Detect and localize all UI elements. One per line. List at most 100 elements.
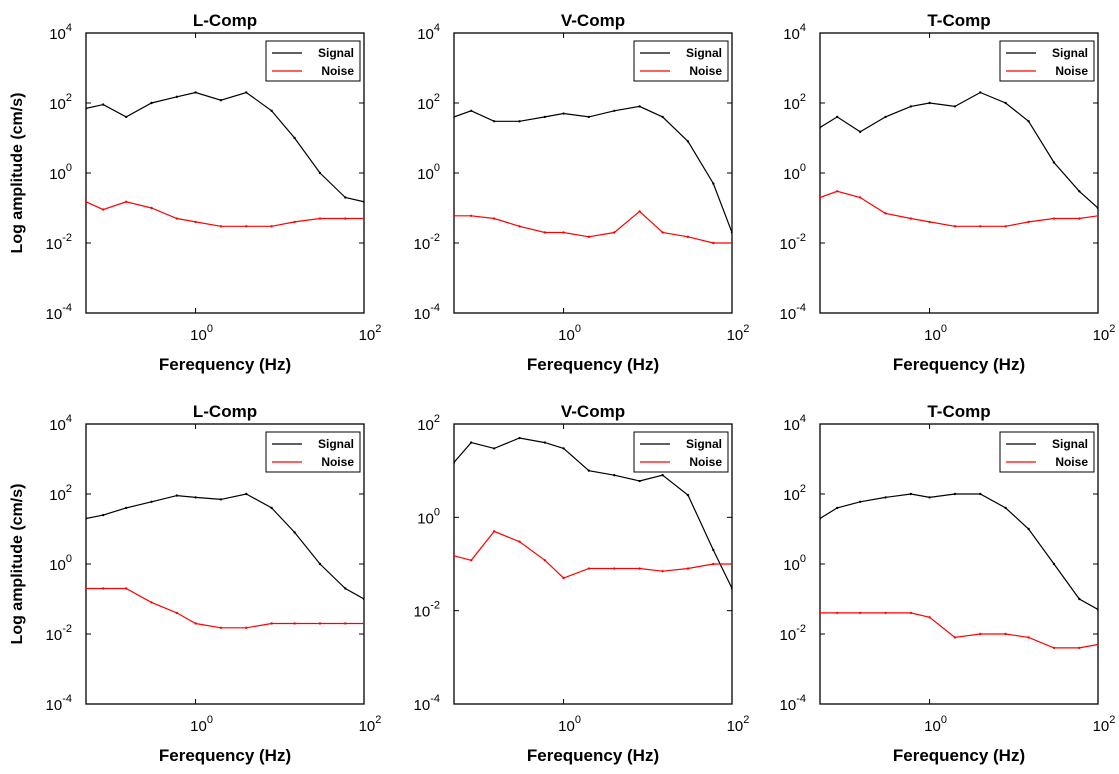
data-point [469, 441, 473, 444]
data-point [86, 587, 88, 590]
data-point [245, 225, 248, 228]
data-point [928, 101, 931, 105]
data-point [124, 587, 128, 590]
data-point [820, 126, 822, 129]
data-point [638, 105, 641, 108]
series-noise [454, 530, 732, 580]
tick-label: 100 [49, 553, 72, 574]
data-point [150, 500, 153, 503]
data-point [1096, 214, 1098, 217]
data-point [562, 231, 565, 234]
data-point [1004, 506, 1007, 510]
legend: Signal Noise [999, 40, 1095, 82]
legend-label: Noise [1055, 64, 1088, 78]
data-point [1027, 527, 1030, 531]
series-noise [86, 587, 364, 630]
data-point [909, 492, 913, 496]
data-point [1004, 632, 1007, 636]
data-point [1027, 636, 1030, 639]
series-signal [820, 492, 1098, 611]
data-point [362, 200, 364, 204]
data-point [1096, 608, 1098, 611]
data-point [492, 447, 496, 450]
data-point [858, 500, 862, 503]
data-point [1004, 225, 1007, 228]
data-point [1052, 646, 1056, 650]
tick-label: 104 [783, 413, 806, 434]
data-point [270, 506, 273, 510]
data-point [219, 498, 223, 501]
legend: Signal Noise [999, 431, 1095, 473]
legend: Signal Noise [633, 431, 729, 473]
tick-label: 104 [49, 413, 72, 434]
data-point [820, 517, 822, 520]
x-axis-label: Ferequency (Hz) [527, 746, 659, 765]
series-signal [86, 492, 364, 601]
data-point [245, 91, 248, 94]
data-point [712, 548, 715, 552]
legend-label: Signal [318, 46, 354, 60]
data-point [293, 531, 296, 534]
data-point [86, 200, 88, 204]
plot-title: V-Comp [561, 11, 625, 30]
data-point [492, 530, 496, 533]
x-axis-label: Ferequency (Hz) [893, 355, 1025, 374]
tick-label: 102 [1093, 323, 1116, 344]
data-point [101, 208, 105, 211]
data-point [638, 567, 641, 570]
tick-label: 102 [783, 92, 806, 113]
legend-box [265, 431, 361, 473]
tick-label: 10-2 [46, 232, 72, 253]
tick-label: 100 [783, 162, 806, 183]
tick-label: 100 [417, 506, 440, 527]
x-axis-label: Ferequency (Hz) [893, 746, 1025, 765]
data-point [124, 115, 128, 119]
data-point [835, 115, 839, 119]
tick-label: 100 [558, 323, 581, 344]
series-noise [820, 190, 1098, 228]
tick-label: 102 [1093, 714, 1116, 735]
data-point [686, 140, 690, 143]
tick-label: 102 [49, 483, 72, 504]
legend-label: Signal [1052, 437, 1088, 451]
data-point [293, 136, 296, 140]
legend-box [633, 431, 729, 473]
tick-label: 104 [417, 22, 440, 43]
data-point [219, 626, 223, 630]
data-point [1078, 190, 1081, 193]
tick-label: 100 [924, 323, 947, 344]
data-point [712, 562, 715, 566]
data-point [194, 496, 197, 499]
data-point [661, 231, 664, 234]
plot-title: T-Comp [927, 11, 990, 30]
data-point [979, 225, 982, 228]
data-point [661, 473, 664, 477]
tick-label: 102 [417, 413, 440, 434]
data-point [820, 196, 822, 199]
tick-label: 102 [417, 92, 440, 113]
data-point [175, 494, 179, 497]
legend-box [999, 40, 1095, 82]
data-point [1096, 643, 1098, 646]
data-point [344, 196, 347, 199]
tick-label: 10-2 [46, 623, 72, 644]
data-point [362, 217, 364, 220]
data-point [730, 231, 732, 234]
data-point [562, 447, 565, 450]
data-point [293, 220, 296, 224]
data-point [492, 217, 496, 220]
data-point [150, 101, 153, 105]
data-point [979, 632, 982, 636]
data-point [730, 562, 732, 566]
data-point [194, 622, 197, 625]
legend-label: Noise [689, 455, 722, 469]
data-point [86, 107, 88, 110]
legend: Signal Noise [265, 431, 361, 473]
tick-label: 102 [359, 323, 382, 344]
subplot-4: 10-4 10-2 100 102 104 100 102 L-Comp Ferequency … [9, 402, 381, 765]
legend-label: Signal [318, 437, 354, 451]
tick-label: 100 [783, 553, 806, 574]
tick-label: 10-4 [414, 693, 440, 714]
data-point [884, 115, 887, 119]
plot-title: L-Comp [193, 402, 257, 421]
